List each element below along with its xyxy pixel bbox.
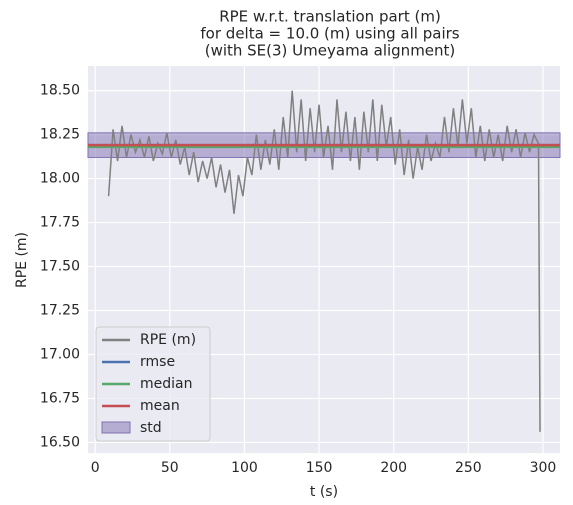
y-tick-label: 16.75 (40, 390, 80, 406)
y-tick-label: 17.75 (40, 215, 80, 231)
rpe-line (107, 90, 541, 432)
x-tick-label: 200 (380, 460, 407, 476)
y-tick-label: 17.25 (40, 303, 80, 319)
y-tick-label: 16.50 (40, 434, 80, 450)
chart-title: (with SE(3) Umeyama alignment) (205, 42, 456, 60)
legend-box (95, 326, 211, 442)
y-tick-label: 18.50 (40, 83, 80, 99)
x-axis-label: t (s) (310, 484, 338, 500)
x-tick-label: 150 (306, 460, 333, 476)
x-tick-label: 0 (91, 460, 100, 476)
x-tick-label: 100 (231, 460, 258, 476)
y-tick-label: 17.50 (40, 259, 80, 275)
chart-title: RPE w.r.t. translation part (m) (219, 8, 441, 26)
x-tick-label: 250 (455, 460, 482, 476)
legend-label: median (140, 376, 192, 392)
chart-title: for delta = 10.0 (m) using all pairs (200, 25, 459, 43)
legend-label: std (140, 420, 162, 436)
legend-label: mean (140, 398, 180, 414)
x-tick-label: 50 (161, 460, 179, 476)
legend-label: rmse (140, 354, 175, 370)
y-tick-label: 18.00 (40, 171, 80, 187)
y-tick-label: 18.25 (40, 127, 80, 143)
x-tick-label: 300 (530, 460, 557, 476)
y-tick-label: 17.00 (40, 346, 80, 362)
legend-label: RPE (m) (140, 332, 196, 348)
legend-swatch (101, 421, 131, 434)
y-axis-label: RPE (m) (14, 232, 30, 288)
